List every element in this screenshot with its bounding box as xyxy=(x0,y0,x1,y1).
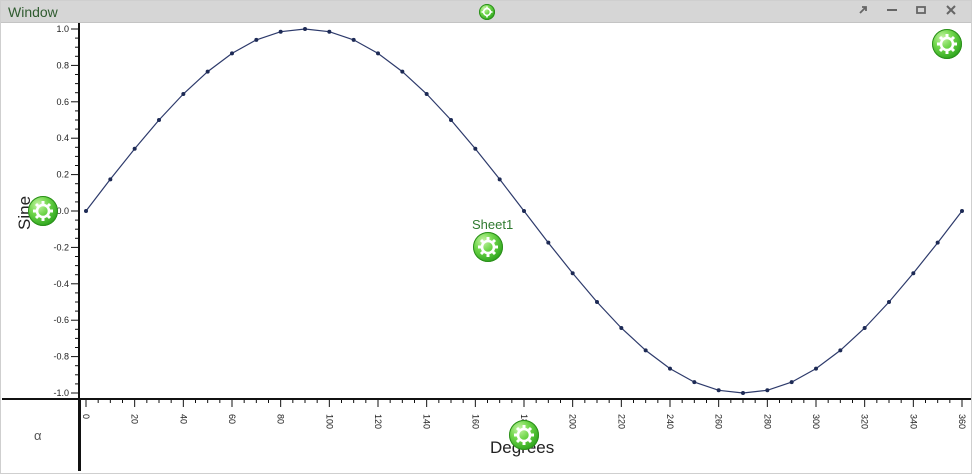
x-tick-label: 80 xyxy=(276,414,286,424)
x-tick-label: 200 xyxy=(568,414,578,429)
data-point xyxy=(668,366,672,371)
y-tick-label: 1.0 xyxy=(56,24,69,34)
data-point xyxy=(960,209,964,213)
maximize-icon[interactable] xyxy=(912,4,930,19)
y-tick-label: -0.2 xyxy=(53,242,69,252)
data-point xyxy=(132,146,137,151)
x-tick-label: 260 xyxy=(714,414,724,429)
data-point xyxy=(741,391,745,395)
x-axis-gear-icon[interactable] xyxy=(509,420,539,450)
data-point xyxy=(887,300,891,304)
data-point xyxy=(716,388,721,393)
data-point xyxy=(643,348,648,353)
x-tick-label: 40 xyxy=(178,414,188,424)
x-tick-label: 0 xyxy=(81,414,91,419)
data-point xyxy=(230,51,234,56)
data-point xyxy=(814,366,818,371)
x-tick-label: 340 xyxy=(908,414,918,429)
data-point xyxy=(157,118,161,122)
data-point xyxy=(692,380,697,385)
y-tick-label: -0.8 xyxy=(53,352,69,362)
x-tick-label: 160 xyxy=(470,414,480,429)
y-tick-label: 0.6 xyxy=(56,97,69,107)
x-tick-label: 60 xyxy=(227,414,237,424)
data-point xyxy=(351,37,356,42)
data-point xyxy=(595,300,599,304)
x-tick-label: 320 xyxy=(860,414,870,429)
data-point xyxy=(935,240,940,245)
data-point xyxy=(522,209,526,213)
x-tick-label: 120 xyxy=(373,414,383,429)
data-point xyxy=(303,27,307,31)
x-tick-label: 300 xyxy=(811,414,821,429)
sheet-gear-icon[interactable] xyxy=(473,232,503,262)
y-tick-label: 0.2 xyxy=(56,170,69,180)
data-point xyxy=(278,29,283,34)
window-titlebar[interactable]: Window xyxy=(1,1,971,23)
data-point xyxy=(838,348,843,353)
x-tick-label: 140 xyxy=(422,414,432,429)
x-tick-label: 280 xyxy=(762,414,772,429)
data-point xyxy=(205,69,210,74)
y-tick-label: 0.4 xyxy=(56,133,69,143)
y-tick-label: -1.0 xyxy=(53,388,69,398)
y-tick-label: -0.6 xyxy=(53,315,69,325)
data-point xyxy=(181,91,186,96)
window-title: Window xyxy=(8,4,58,20)
series-sine xyxy=(84,27,964,395)
data-point xyxy=(424,91,429,96)
y-tick-label: 0.0 xyxy=(56,206,69,216)
data-point xyxy=(789,380,794,385)
x-tick-label: 100 xyxy=(324,414,334,429)
y-axis-gear-icon[interactable] xyxy=(28,196,58,226)
data-point xyxy=(473,146,478,151)
x-tick-label: 360 xyxy=(957,414,967,429)
y-axis: 1.0 0.8 0.6 0.4 0.2 0.0 -0.2 -0.4 -0.6 -0.8 -1.0 xyxy=(53,23,80,471)
minimize-icon[interactable] xyxy=(883,4,901,19)
sheet-label: Sheet1 xyxy=(472,217,514,232)
data-point xyxy=(376,51,380,56)
x-tick-label: 20 xyxy=(130,414,140,424)
data-point xyxy=(619,326,624,331)
data-point xyxy=(546,240,551,245)
data-point xyxy=(400,69,405,74)
x-tick-label: 220 xyxy=(616,414,626,429)
close-icon[interactable] xyxy=(942,4,960,19)
data-point xyxy=(570,271,575,276)
data-point xyxy=(449,118,453,122)
data-point xyxy=(327,29,332,34)
titlebar-gear-icon[interactable] xyxy=(479,4,495,20)
data-point xyxy=(254,37,259,42)
data-point xyxy=(108,177,113,182)
data-point xyxy=(911,271,916,276)
data-point xyxy=(765,388,770,393)
row-header-strip xyxy=(2,399,81,471)
data-point xyxy=(84,209,88,213)
y-tick-label: 0.8 xyxy=(56,60,69,70)
y-tick-label: -0.4 xyxy=(53,279,69,289)
chart-gear-icon[interactable] xyxy=(932,29,962,59)
alpha-label: α xyxy=(34,428,42,443)
x-axis: 0204060801001201401601802002202402602803… xyxy=(2,398,971,429)
data-point xyxy=(497,177,502,182)
x-tick-label: 240 xyxy=(665,414,675,429)
data-point xyxy=(862,326,867,331)
expand-icon[interactable] xyxy=(854,4,872,19)
